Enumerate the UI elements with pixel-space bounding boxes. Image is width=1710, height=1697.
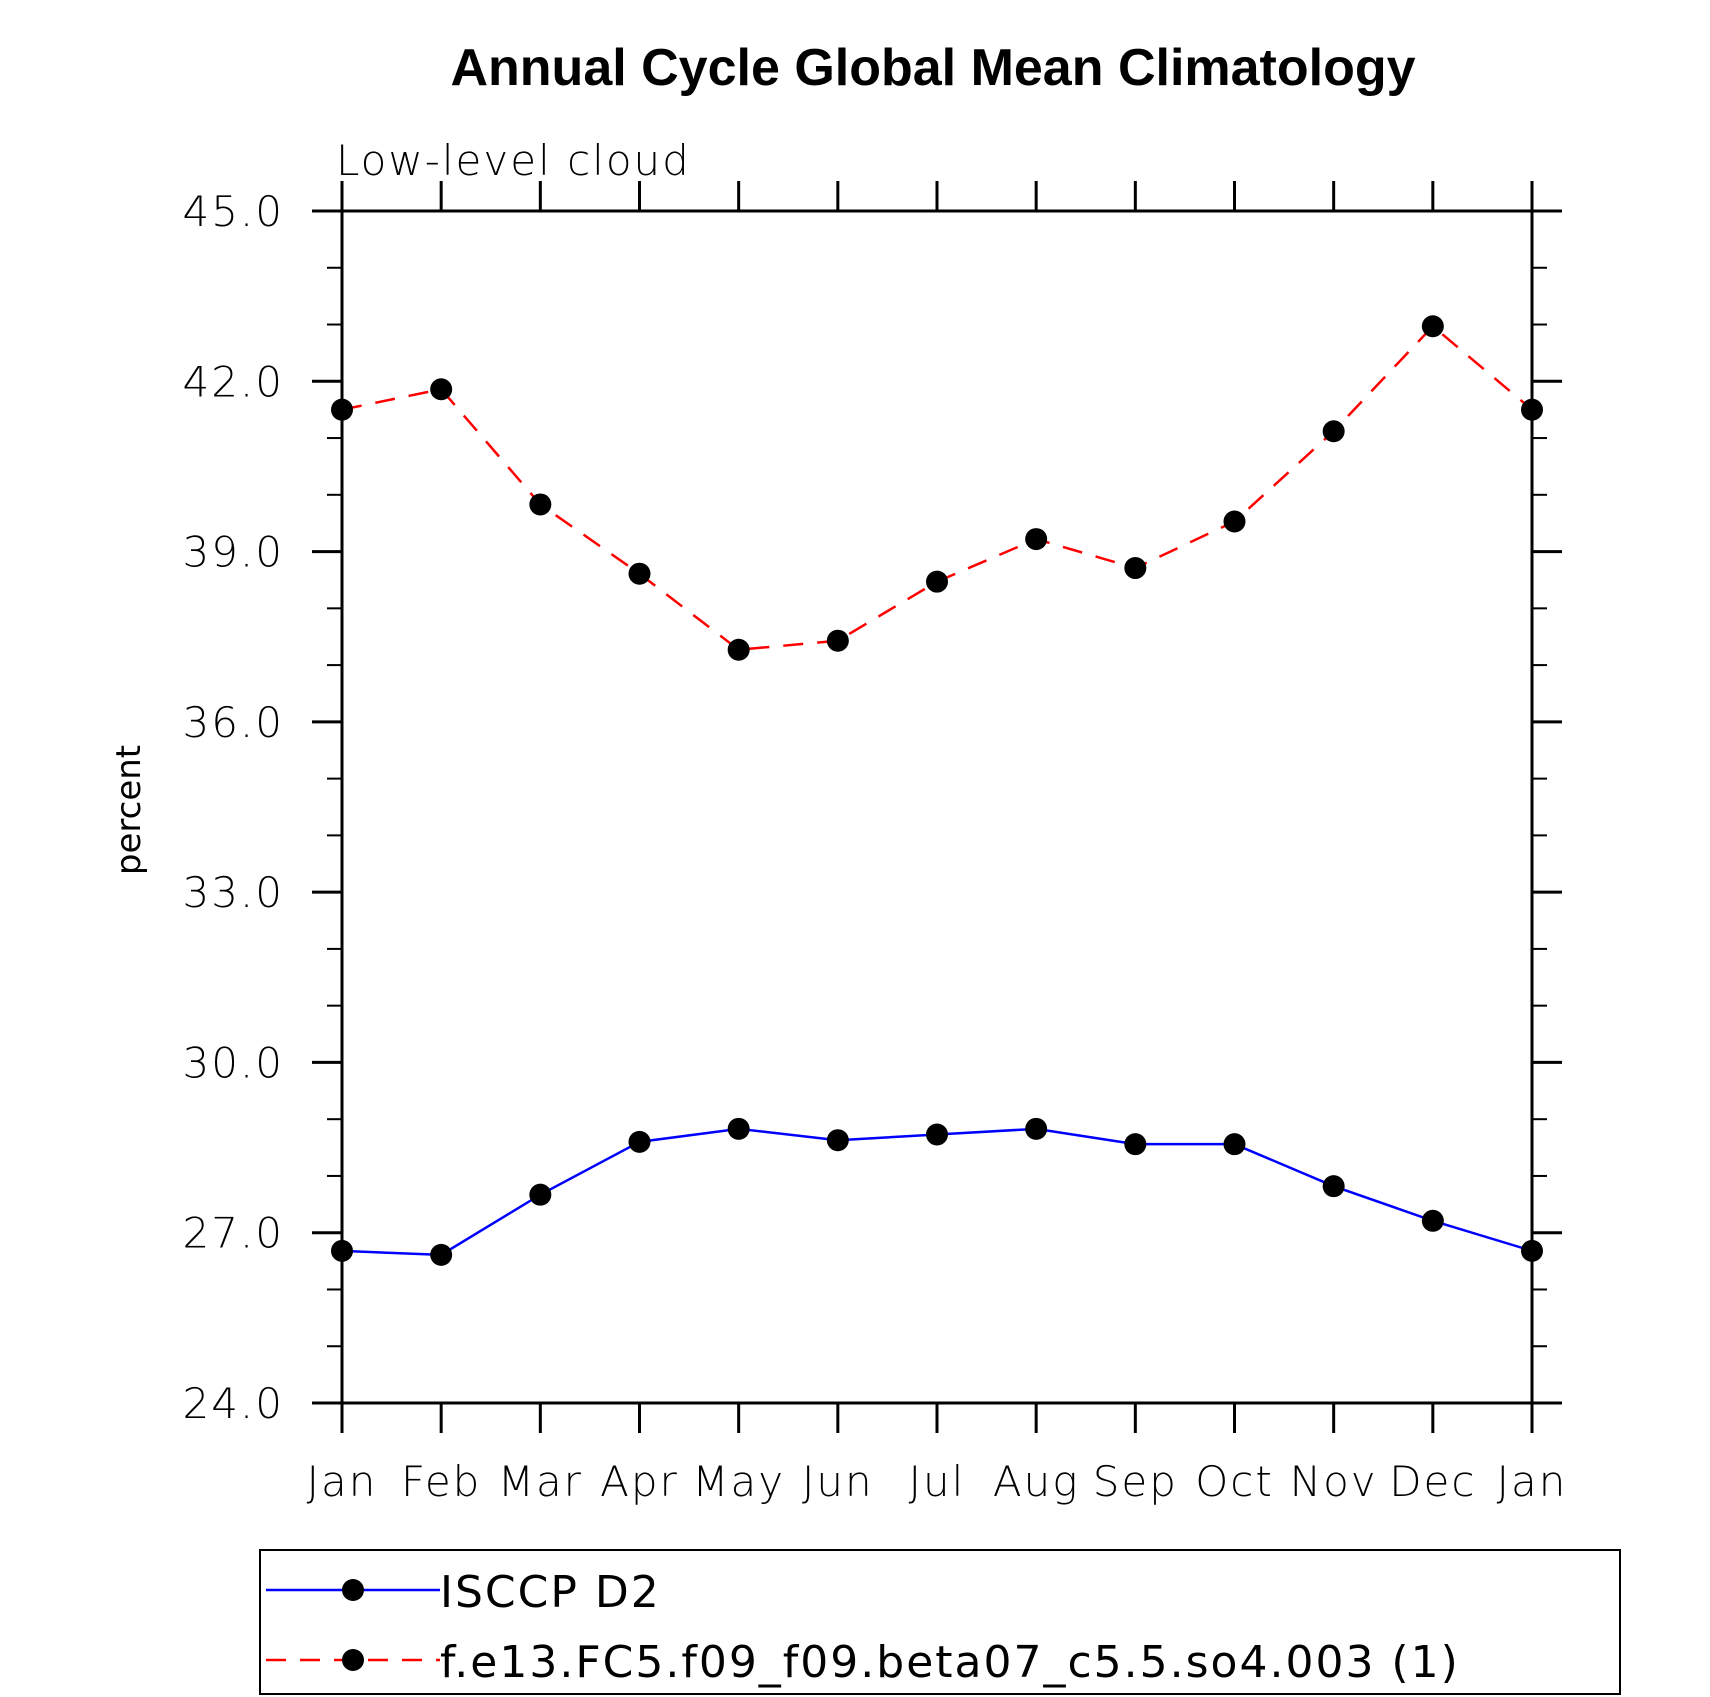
x-tick-label: Nov [1290, 1457, 1378, 1506]
x-tick-label: Oct [1195, 1457, 1274, 1506]
x-tick-label: Jan [1497, 1457, 1568, 1506]
x-tick-label: Jan [307, 1457, 378, 1506]
x-tick-label: Sep [1093, 1457, 1178, 1506]
series-0-point [331, 1239, 353, 1262]
legend-marker-model [342, 1649, 364, 1671]
series-0-point [1322, 1175, 1345, 1198]
y-tick-label: 42.0 [182, 357, 284, 406]
series-0-point [529, 1183, 552, 1206]
y-tick-label: 36.0 [182, 698, 284, 747]
series-1-point [727, 638, 750, 661]
legend-box [259, 1549, 1621, 1695]
series-0-point [926, 1123, 948, 1146]
series-1-point [926, 570, 948, 593]
series-0-point [727, 1117, 750, 1140]
y-tick-label: 27.0 [182, 1209, 284, 1258]
series-lines [341, 324, 1533, 1257]
legend-marker-isccp [342, 1579, 364, 1601]
chart-subtitle: Low-level cloud [336, 136, 691, 185]
x-tick-label: Jun [802, 1457, 874, 1506]
series-0-point [1223, 1133, 1246, 1156]
legend: ISCCP D2 f.e13.FC5.f09_f09.beta07_c5.5.s… [259, 1549, 1621, 1695]
x-tick-label: Dec [1389, 1457, 1476, 1506]
series-0-point [1421, 1209, 1444, 1232]
series-1-point [331, 398, 353, 421]
y-tick-label: 24.0 [182, 1379, 284, 1428]
series-1-point [1124, 557, 1147, 580]
x-tick-label: Feb [401, 1457, 481, 1506]
series-1-point [529, 493, 552, 516]
series-1-point [1521, 398, 1543, 421]
chart-title: Annual Cycle Global Mean Climatology [450, 39, 1415, 97]
series-line-1 [341, 324, 1533, 652]
legend-label-model: f.e13.FC5.f09_f09.beta07_c5.5.so4.003 (1… [440, 1637, 1460, 1688]
series-1-point [1322, 420, 1345, 443]
series-0-point [1025, 1117, 1048, 1140]
series-0-point [826, 1129, 849, 1152]
legend-label-isccp: ISCCP D2 [440, 1567, 661, 1618]
y-tick-label: 33.0 [182, 868, 284, 917]
y-axis-label: percent [109, 745, 149, 875]
series-1-point [1025, 528, 1048, 551]
series-0-point [430, 1243, 453, 1266]
y-tick-label: 30.0 [182, 1038, 284, 1087]
series-0-point [1521, 1239, 1543, 1262]
series-1-point [1223, 510, 1246, 533]
series-line-0 [341, 1127, 1533, 1257]
series-1-point [430, 378, 453, 401]
series-1-point [1421, 315, 1444, 338]
x-tick-label: Jul [909, 1457, 966, 1506]
y-ticks: 24.0 27.0 30.0 33.0 36.0 39.0 42.0 45.0 [182, 187, 1562, 1428]
x-tick-label: May [692, 1457, 785, 1506]
series-0-point [1124, 1133, 1147, 1156]
series-1-point [826, 629, 849, 652]
x-ticks: Jan Feb Mar Apr May Jun Jul Aug Sep Oct Nov Dec Jan [307, 181, 1568, 1506]
series-1-point [628, 562, 651, 585]
plot-frame [340, 209, 1534, 1405]
x-tick-label: Mar [498, 1457, 583, 1506]
y-tick-label: 45.0 [182, 187, 284, 236]
series-0-point [628, 1130, 651, 1153]
x-tick-label: Apr [600, 1457, 679, 1506]
x-tick-label: Aug [993, 1457, 1080, 1506]
series-markers [331, 315, 1543, 1266]
y-tick-label: 39.0 [182, 528, 284, 577]
